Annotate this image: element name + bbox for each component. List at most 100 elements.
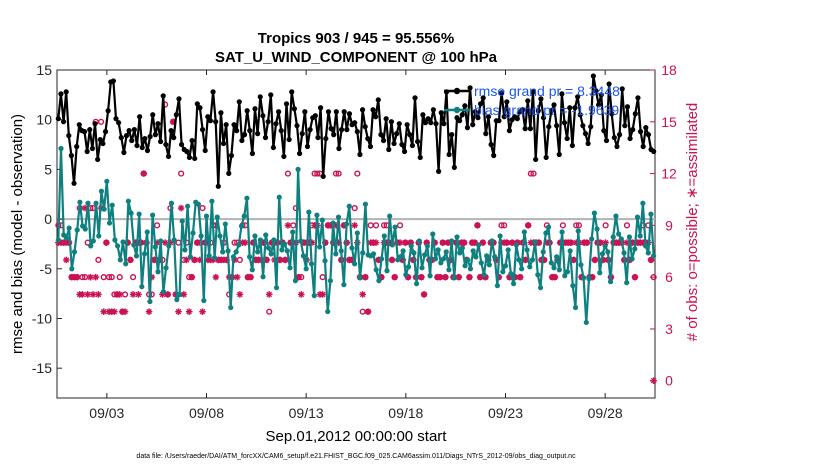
rmse-point: [249, 150, 255, 157]
bias-point: [325, 308, 331, 315]
bias-point: [225, 248, 231, 254]
bias-point: [527, 264, 533, 270]
rmse-point: [609, 111, 615, 117]
bias-point: [298, 238, 304, 244]
rmse-point: [168, 128, 174, 134]
bias-point: [449, 238, 455, 244]
rmse-point: [155, 121, 161, 127]
rmse-point: [412, 95, 418, 101]
rmse-point: [312, 113, 318, 119]
rmse-point: [213, 119, 219, 125]
rmse-point: [433, 121, 439, 127]
bias-point: [597, 270, 603, 276]
bias-point: [470, 248, 476, 254]
rmse-point: [131, 127, 137, 133]
rmse-point: [129, 137, 135, 144]
rmse-point: [417, 154, 423, 161]
y-tick-label-right: 3: [665, 321, 673, 337]
bias-point: [349, 245, 355, 251]
rmse-point: [436, 168, 442, 174]
rmse-point: [645, 132, 652, 138]
bias-point: [494, 283, 501, 289]
assimilated-obs-marker: [583, 239, 591, 246]
rmse-point: [260, 113, 266, 119]
bias-point: [632, 246, 638, 252]
assimilated-obs-marker: [479, 239, 487, 246]
bias-point: [106, 220, 113, 226]
bias-point: [513, 242, 519, 248]
rmse-point: [367, 143, 374, 150]
assimilated-obs-marker: [73, 273, 81, 281]
bias-point: [419, 265, 425, 271]
rmse-point: [89, 145, 96, 152]
bias-point: [317, 244, 323, 250]
bias-point: [128, 210, 134, 216]
rmse-point: [585, 140, 591, 147]
y-tick-label-right: 0: [665, 373, 673, 389]
rmse-point: [176, 96, 182, 102]
bias-point: [621, 250, 627, 256]
bias-point: [519, 266, 525, 272]
rmse-point: [428, 120, 434, 126]
rmse-point: [291, 106, 297, 112]
rmse-point: [619, 86, 625, 92]
bias-point: [82, 226, 88, 232]
rmse-point: [228, 152, 235, 159]
rmse-point: [215, 183, 221, 189]
bias-point: [109, 202, 115, 208]
assimilated-obs-marker: [191, 256, 198, 264]
rmse-point: [577, 112, 583, 118]
bias-point: [443, 249, 449, 255]
bias-point: [387, 213, 393, 219]
y-tick-label-right: 9: [665, 217, 673, 233]
rmse-point: [538, 96, 544, 102]
rmse-point: [328, 126, 334, 132]
rmse-point: [102, 129, 109, 135]
rmse-point: [622, 123, 628, 129]
bias-point: [408, 243, 414, 249]
rmse-point: [257, 94, 263, 100]
possible-obs-marker: [199, 205, 206, 212]
bias-point: [459, 245, 466, 251]
bias-point: [562, 273, 568, 279]
rmse-point: [331, 132, 337, 138]
rmse-point: [588, 124, 594, 130]
bias-point: [475, 242, 482, 248]
rmse-point: [87, 127, 93, 133]
bias-point: [384, 268, 390, 274]
bias-point: [257, 237, 263, 243]
assimilated-obs-marker: [650, 377, 657, 385]
possible-obs-marker: [284, 170, 292, 177]
rmse-point: [543, 154, 549, 161]
bias-point: [405, 264, 412, 270]
bias-point: [295, 166, 301, 172]
bias-point: [465, 257, 471, 263]
possible-obs-marker: [95, 256, 102, 263]
bias-point: [535, 272, 541, 278]
rmse-point: [580, 123, 586, 129]
rmse-point: [265, 119, 271, 125]
assimilated-obs-marker: [212, 273, 220, 281]
bias-point: [158, 238, 164, 244]
rmse-point: [286, 136, 292, 143]
rmse-point: [533, 156, 539, 163]
rmse-point: [467, 85, 473, 91]
bias-point: [616, 231, 622, 237]
bias-point: [583, 319, 589, 326]
bias-point: [354, 230, 360, 236]
rmse-point: [273, 121, 279, 127]
data-file-footer: data file: /Users/raeder/DAI/ATM_forcXX/…: [136, 453, 576, 460]
bias-point: [626, 234, 633, 240]
possible-obs-marker: [178, 170, 185, 177]
bias-point: [432, 256, 439, 262]
bias-point: [564, 269, 571, 275]
rmse-point: [359, 107, 366, 113]
chart-title: Tropics 903 / 945 = 95.556%: [258, 30, 454, 47]
rmse-point: [95, 156, 101, 163]
bias-point: [209, 198, 215, 204]
rmse-point: [480, 95, 486, 101]
bias-point: [319, 217, 325, 223]
rmse-point: [596, 102, 602, 108]
bias-point: [591, 210, 597, 216]
rmse-point: [110, 78, 116, 84]
